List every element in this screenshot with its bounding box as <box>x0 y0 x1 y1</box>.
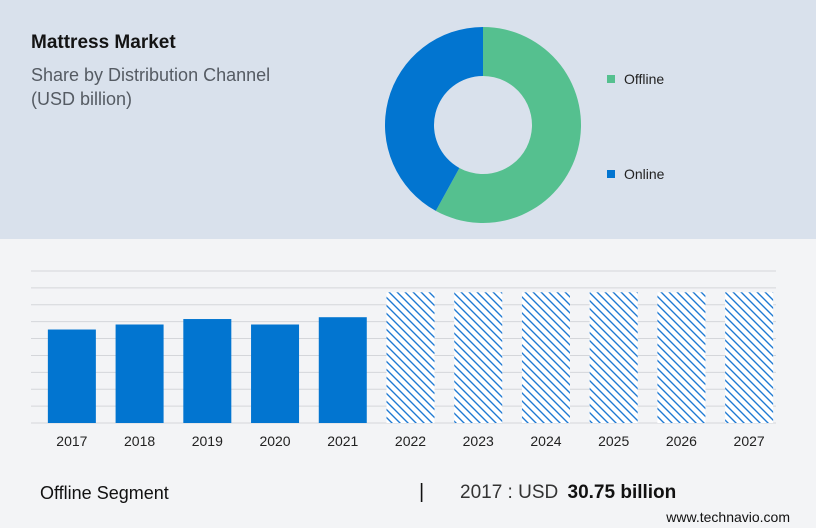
legend-item-offline: Offline <box>607 71 664 87</box>
segment-value: 2017 : USD 30.75 billion <box>460 482 676 504</box>
bar-2019 <box>183 319 232 423</box>
legend-swatch-offline <box>607 75 615 83</box>
x-tick-label-2018: 2018 <box>124 433 155 449</box>
x-tick-label-2022: 2022 <box>395 433 426 449</box>
x-tick-label-2026: 2026 <box>666 433 697 449</box>
legend-item-online: Online <box>607 166 664 182</box>
bar-2027 <box>725 292 774 423</box>
segment-value-prefix: 2017 : USD <box>460 482 559 503</box>
donut-chart <box>385 27 581 224</box>
x-tick-label-2021: 2021 <box>327 433 358 449</box>
donut-slice-offline <box>435 27 581 224</box>
segment-label: Offline Segment <box>40 483 169 503</box>
donut-slice-online <box>385 27 483 211</box>
bar-2023 <box>454 292 503 423</box>
x-tick-label-2020: 2020 <box>259 433 290 449</box>
legend-swatch-online <box>607 170 615 178</box>
bar-2020 <box>251 324 300 423</box>
source-link[interactable]: www.technavio.com <box>666 509 790 525</box>
subtitle-line-1: Share by Distribution Channel <box>31 65 271 85</box>
x-tick-label-2023: 2023 <box>463 433 494 449</box>
bar-chart: 2017 2018 2019 2020 2021 2022 2023 2024 2025 2026… <box>31 270 776 449</box>
legend-label-online: Online <box>624 166 665 182</box>
subtitle-line-2: (USD billion) <box>31 89 133 109</box>
chart-subtitle: Share by Distribution Channel (USD billi… <box>31 63 270 111</box>
legend-label-offline: Offline <box>624 71 665 87</box>
bar-2022 <box>386 292 435 423</box>
bar-2018 <box>115 324 164 423</box>
bar-2026 <box>657 292 706 423</box>
bar-2025 <box>589 292 638 423</box>
bar-2017 <box>47 329 96 423</box>
segment-value-amount: 30.75 billion <box>567 482 677 503</box>
x-tick-label-2024: 2024 <box>530 433 561 449</box>
x-tick-label-2025: 2025 <box>598 433 629 449</box>
x-tick-label-2027: 2027 <box>734 433 765 449</box>
x-tick-label-2017: 2017 <box>56 433 87 449</box>
bar-2024 <box>521 292 570 423</box>
chart-title: Mattress Market <box>31 32 176 53</box>
bar-2021 <box>318 317 367 423</box>
footer-separator: | <box>419 481 425 503</box>
x-tick-label-2019: 2019 <box>192 433 223 449</box>
